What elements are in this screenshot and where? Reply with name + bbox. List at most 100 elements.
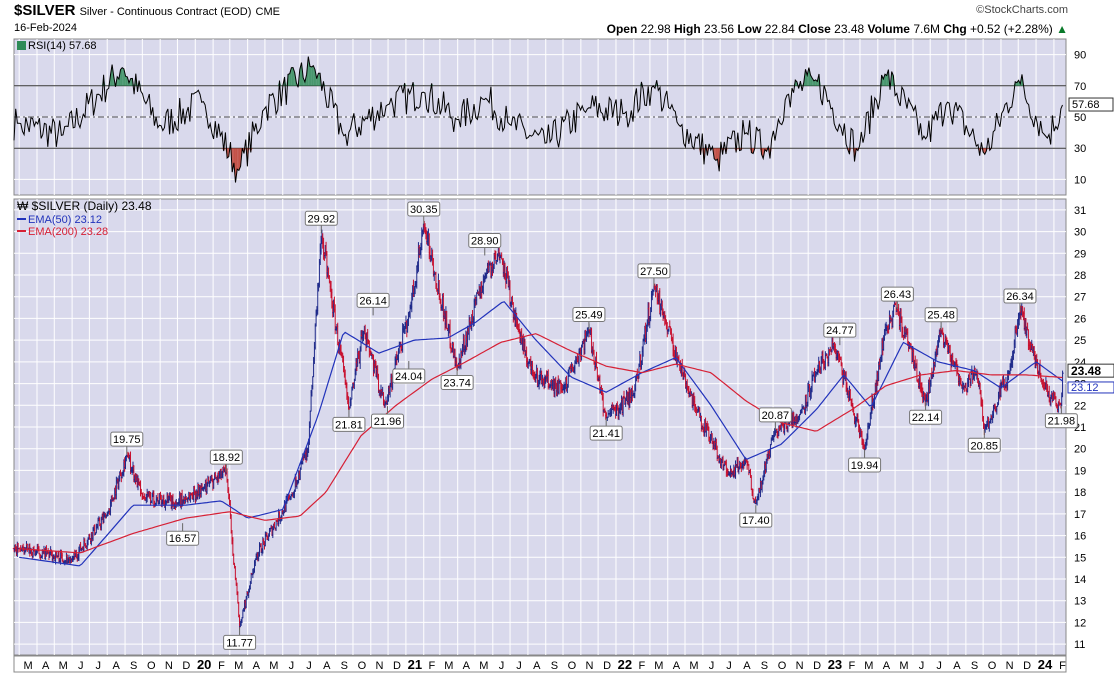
last-price-box	[1067, 363, 1114, 378]
x-tick-label: 21	[408, 657, 422, 672]
annotation-box	[304, 210, 338, 226]
price-tick-label: 31	[1074, 205, 1086, 217]
annotation-box	[332, 416, 366, 432]
annotation-box	[392, 368, 426, 384]
annotation-box	[758, 407, 792, 423]
annotation-label: 26.43	[884, 289, 912, 301]
annotation-label: 21.81	[335, 419, 363, 431]
price-tick-label: 14	[1074, 574, 1086, 586]
low-label: Low	[737, 22, 762, 36]
x-tick-label: A	[42, 660, 50, 672]
x-tick-label: A	[953, 660, 961, 672]
annotation-box	[223, 634, 257, 650]
x-tick-label: M	[899, 660, 908, 672]
price-tick-label: 18	[1074, 487, 1086, 499]
rsi-overbought-fill	[807, 67, 809, 86]
rsi-panel: 10 30 50 70 90 57.68 RSI(14) 57.68	[13, 38, 1114, 196]
x-tick-label: A	[253, 660, 261, 672]
annotation-label: 26.34	[1006, 291, 1034, 303]
volume-value: 7.6M	[913, 22, 941, 36]
rsi-oversold-fill	[761, 148, 764, 159]
annotation-box	[572, 307, 606, 323]
annotation-label: 17.40	[742, 515, 770, 527]
price-tick-label: 11	[1074, 639, 1085, 651]
annotation-box	[924, 307, 958, 323]
rsi-oversold-fill	[232, 148, 234, 173]
annotation-box	[823, 322, 857, 338]
x-tick-label: 20	[197, 657, 211, 672]
x-tick-label: J	[936, 660, 942, 672]
high-value: 23.56	[704, 22, 735, 36]
annotation-label: 23.74	[443, 378, 471, 390]
x-tick-label: 22	[618, 657, 632, 672]
rsi-overbought-fill	[316, 73, 319, 86]
x-tick-label: M	[654, 660, 663, 672]
rsi-legend-icon	[17, 41, 26, 50]
x-tick-label: N	[165, 660, 173, 672]
rsi-tick-label: 70	[1074, 81, 1086, 93]
price-tick-label: 13	[1074, 596, 1086, 608]
rsi-overbought-fill	[308, 56, 310, 86]
chg-value: +0.52 (+2.28%)	[970, 22, 1053, 36]
rsi-oversold-fill	[227, 148, 229, 158]
annotation-box	[209, 449, 243, 465]
x-tick-label: 23	[828, 657, 842, 672]
ohlc-readout: Open 22.98 High 23.56 Low 22.84 Close 23…	[607, 22, 1068, 36]
price-tick-label: 29	[1074, 248, 1086, 260]
x-tick-label: A	[883, 660, 891, 672]
price-tick-label: 16	[1074, 531, 1086, 543]
x-tick-label: M	[24, 660, 33, 672]
x-tick-label: M	[864, 660, 873, 672]
high-label: High	[674, 22, 701, 36]
price-tick-label: 30	[1074, 227, 1086, 239]
annotation-label: 26.14	[359, 295, 387, 307]
annotation-box	[1044, 413, 1078, 429]
x-tick-label: D	[182, 660, 190, 672]
rsi-overbought-fill	[122, 67, 124, 86]
x-tick-label: A	[112, 660, 120, 672]
price-tick-label: 15	[1074, 552, 1086, 564]
annotation-label: 25.49	[575, 310, 603, 322]
rsi-current-box	[1068, 97, 1114, 112]
ema50-legend-label: EMA(50) 23.12	[28, 214, 102, 226]
x-tick-label: O	[358, 660, 367, 672]
rsi-overbought-fill	[808, 67, 811, 86]
last-price-value: 23.48	[1071, 364, 1101, 378]
low-value: 22.84	[764, 22, 795, 36]
rsi-tick-label: 30	[1074, 143, 1086, 155]
x-tick-label: D	[603, 660, 611, 672]
rsi-overbought-fill	[125, 76, 128, 86]
x-tick-label: 24	[1038, 657, 1053, 672]
annotation-box	[909, 409, 943, 425]
rsi-overbought-fill	[311, 65, 314, 86]
x-tick-label: J	[499, 660, 505, 672]
ema200-line	[19, 333, 1063, 554]
annotation-box	[637, 263, 671, 279]
x-tick-label: F	[849, 660, 856, 672]
annotation-label: 24.77	[826, 325, 854, 337]
price-tick-label: 12	[1074, 617, 1086, 629]
annotation-label: 22.14	[912, 412, 940, 424]
annotation-box	[1003, 288, 1037, 304]
x-tick-label: J	[516, 660, 522, 672]
exchange: CME	[255, 6, 280, 18]
x-tick-label: M	[689, 660, 698, 672]
last-ema50-value: 23.12	[1071, 382, 1099, 394]
rsi-overbought-fill	[813, 79, 816, 86]
close-value: 23.48	[834, 22, 865, 36]
x-tick-label: M	[444, 660, 453, 672]
x-tick-label: J	[96, 660, 102, 672]
annotation-label: 30.35	[410, 204, 438, 216]
price-tick-label: 20	[1074, 444, 1086, 456]
rsi-oversold-fill	[237, 148, 239, 171]
close-label: Close	[798, 22, 831, 36]
x-tick-label: A	[323, 660, 331, 672]
x-tick-label: O	[778, 660, 787, 672]
price-tick-label: 22	[1074, 400, 1086, 412]
x-tick-label: D	[393, 660, 401, 672]
price-tick-label: 19	[1074, 465, 1086, 477]
annotation-label: 25.48	[927, 310, 955, 322]
x-tick-label: O	[147, 660, 156, 672]
symbol: $SILVER	[14, 2, 76, 19]
